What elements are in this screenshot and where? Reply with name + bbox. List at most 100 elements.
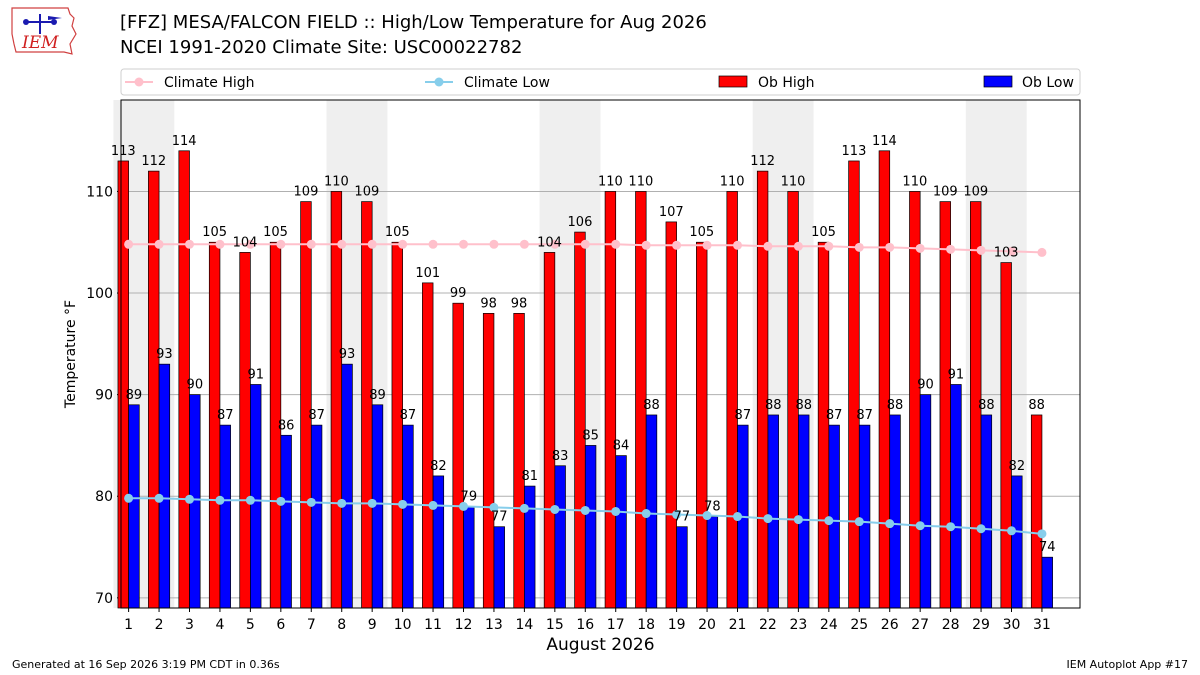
ob-low-bar bbox=[706, 516, 719, 609]
x-tick-label: 16 bbox=[576, 617, 594, 633]
climate-high-point bbox=[1007, 246, 1016, 256]
ob-high-bar bbox=[878, 150, 891, 609]
ob-low-label: 88 bbox=[887, 398, 904, 413]
ob-low-bar bbox=[676, 526, 688, 609]
climate-high-point bbox=[946, 244, 956, 254]
climate-low-point bbox=[580, 505, 590, 515]
x-axis-label: August 2026 bbox=[546, 635, 654, 655]
ob-high-label: 98 bbox=[511, 296, 528, 311]
x-tick-label: 2 bbox=[155, 617, 164, 633]
ob-low-bar bbox=[341, 363, 353, 609]
climate-high-point bbox=[398, 239, 408, 249]
climate-low-point bbox=[154, 493, 164, 503]
x-tick-label: 1 bbox=[124, 617, 133, 633]
ob-low-bar bbox=[310, 424, 323, 609]
climate-low-point bbox=[641, 509, 651, 519]
ob-high-label: 104 bbox=[233, 235, 258, 250]
ob-high-label: 110 bbox=[720, 174, 745, 189]
legend-box bbox=[120, 68, 1081, 96]
climate-low-point bbox=[915, 521, 925, 531]
climate-low-point bbox=[976, 524, 986, 534]
climate-high-point bbox=[276, 239, 286, 249]
ob-low-bar bbox=[858, 424, 871, 609]
ob-low-label: 77 bbox=[491, 510, 508, 525]
climate-low-point bbox=[733, 512, 742, 522]
x-tick-label: 12 bbox=[455, 617, 473, 633]
ob-high-bar bbox=[817, 241, 830, 609]
x-tick-label: 4 bbox=[215, 617, 224, 633]
climate-high-point bbox=[245, 239, 255, 249]
ob-low-label: 81 bbox=[521, 469, 538, 484]
ob-high-bar bbox=[482, 313, 495, 609]
y-axis-label: Temperature °F bbox=[63, 300, 79, 409]
x-tick-label: 29 bbox=[972, 617, 990, 633]
climate-low-point bbox=[489, 502, 499, 512]
ob-low-bar bbox=[798, 414, 810, 609]
ob-high-label: 110 bbox=[902, 174, 927, 189]
climate-high-point bbox=[763, 241, 773, 251]
climate-high-point bbox=[793, 241, 803, 251]
climate-low-point bbox=[763, 514, 773, 524]
ob-low-bar bbox=[432, 475, 445, 609]
ob-high-bar bbox=[239, 252, 251, 609]
x-tick-label: 22 bbox=[759, 617, 777, 633]
legend-climate-low-marker bbox=[434, 77, 444, 87]
ob-low-label: 83 bbox=[552, 449, 569, 464]
x-tick-label: 24 bbox=[820, 617, 838, 633]
ob-high-label: 106 bbox=[568, 215, 593, 230]
x-tick-label: 15 bbox=[546, 617, 564, 633]
ob-low-bar bbox=[554, 465, 566, 609]
climate-high-point bbox=[854, 242, 864, 252]
climate-high-point bbox=[337, 239, 347, 249]
climate-high-point bbox=[641, 240, 651, 250]
ob-high-label: 105 bbox=[263, 225, 288, 240]
chart-title: [FFZ] MESA/FALCON FIELD :: High/Low Temp… bbox=[120, 12, 707, 33]
ob-low-bar bbox=[767, 414, 779, 609]
ob-high-label: 113 bbox=[111, 144, 136, 159]
ob-high-label: 112 bbox=[141, 154, 166, 169]
ob-low-bar bbox=[158, 363, 171, 609]
x-tick-label: 11 bbox=[424, 617, 442, 633]
x-tick-label: 27 bbox=[911, 617, 929, 633]
climate-high-point bbox=[428, 239, 438, 249]
logo-text: IEM bbox=[21, 33, 59, 53]
ob-low-label: 77 bbox=[674, 510, 691, 525]
climate-low-point bbox=[946, 522, 956, 532]
climate-low-point bbox=[793, 515, 803, 525]
climate-high-point bbox=[124, 239, 134, 249]
climate-low-point bbox=[824, 516, 834, 526]
ob-low-bar bbox=[889, 414, 901, 609]
ob-high-bar bbox=[452, 302, 464, 609]
ob-high-bar bbox=[513, 313, 525, 609]
ob-low-bar bbox=[1041, 556, 1053, 609]
ob-high-label: 105 bbox=[202, 225, 227, 240]
x-tick-label: 19 bbox=[668, 617, 686, 633]
iem-logo: IEM bbox=[8, 4, 80, 62]
ob-high-bar bbox=[1030, 414, 1043, 609]
x-tick-label: 21 bbox=[729, 617, 747, 633]
ob-high-label: 110 bbox=[628, 174, 653, 189]
ob-high-bar bbox=[208, 241, 221, 609]
ob-high-label: 110 bbox=[781, 174, 806, 189]
legend-ob-high-label: Ob High bbox=[758, 75, 815, 91]
y-tick-label: 110 bbox=[86, 184, 113, 200]
ob-high-label: 114 bbox=[172, 134, 197, 149]
climate-low-point bbox=[306, 497, 316, 507]
ob-low-label: 87 bbox=[856, 408, 873, 423]
x-tick-label: 30 bbox=[1003, 617, 1021, 633]
climate-high-point bbox=[733, 240, 742, 250]
ob-high-label: 104 bbox=[537, 235, 562, 250]
ob-low-bar bbox=[280, 434, 292, 609]
ob-high-bar bbox=[574, 231, 586, 609]
climate-low-point bbox=[276, 496, 286, 506]
ob-high-label: 112 bbox=[750, 154, 775, 169]
climate-high-point bbox=[185, 239, 194, 249]
x-tick-label: 8 bbox=[337, 617, 346, 633]
ob-high-label: 88 bbox=[1028, 398, 1045, 413]
ob-high-bar bbox=[543, 252, 556, 609]
climate-high-point bbox=[672, 240, 682, 250]
legend-climate-high-marker bbox=[134, 77, 144, 87]
climate-low-point bbox=[367, 498, 377, 508]
ob-low-label: 74 bbox=[1039, 540, 1056, 555]
